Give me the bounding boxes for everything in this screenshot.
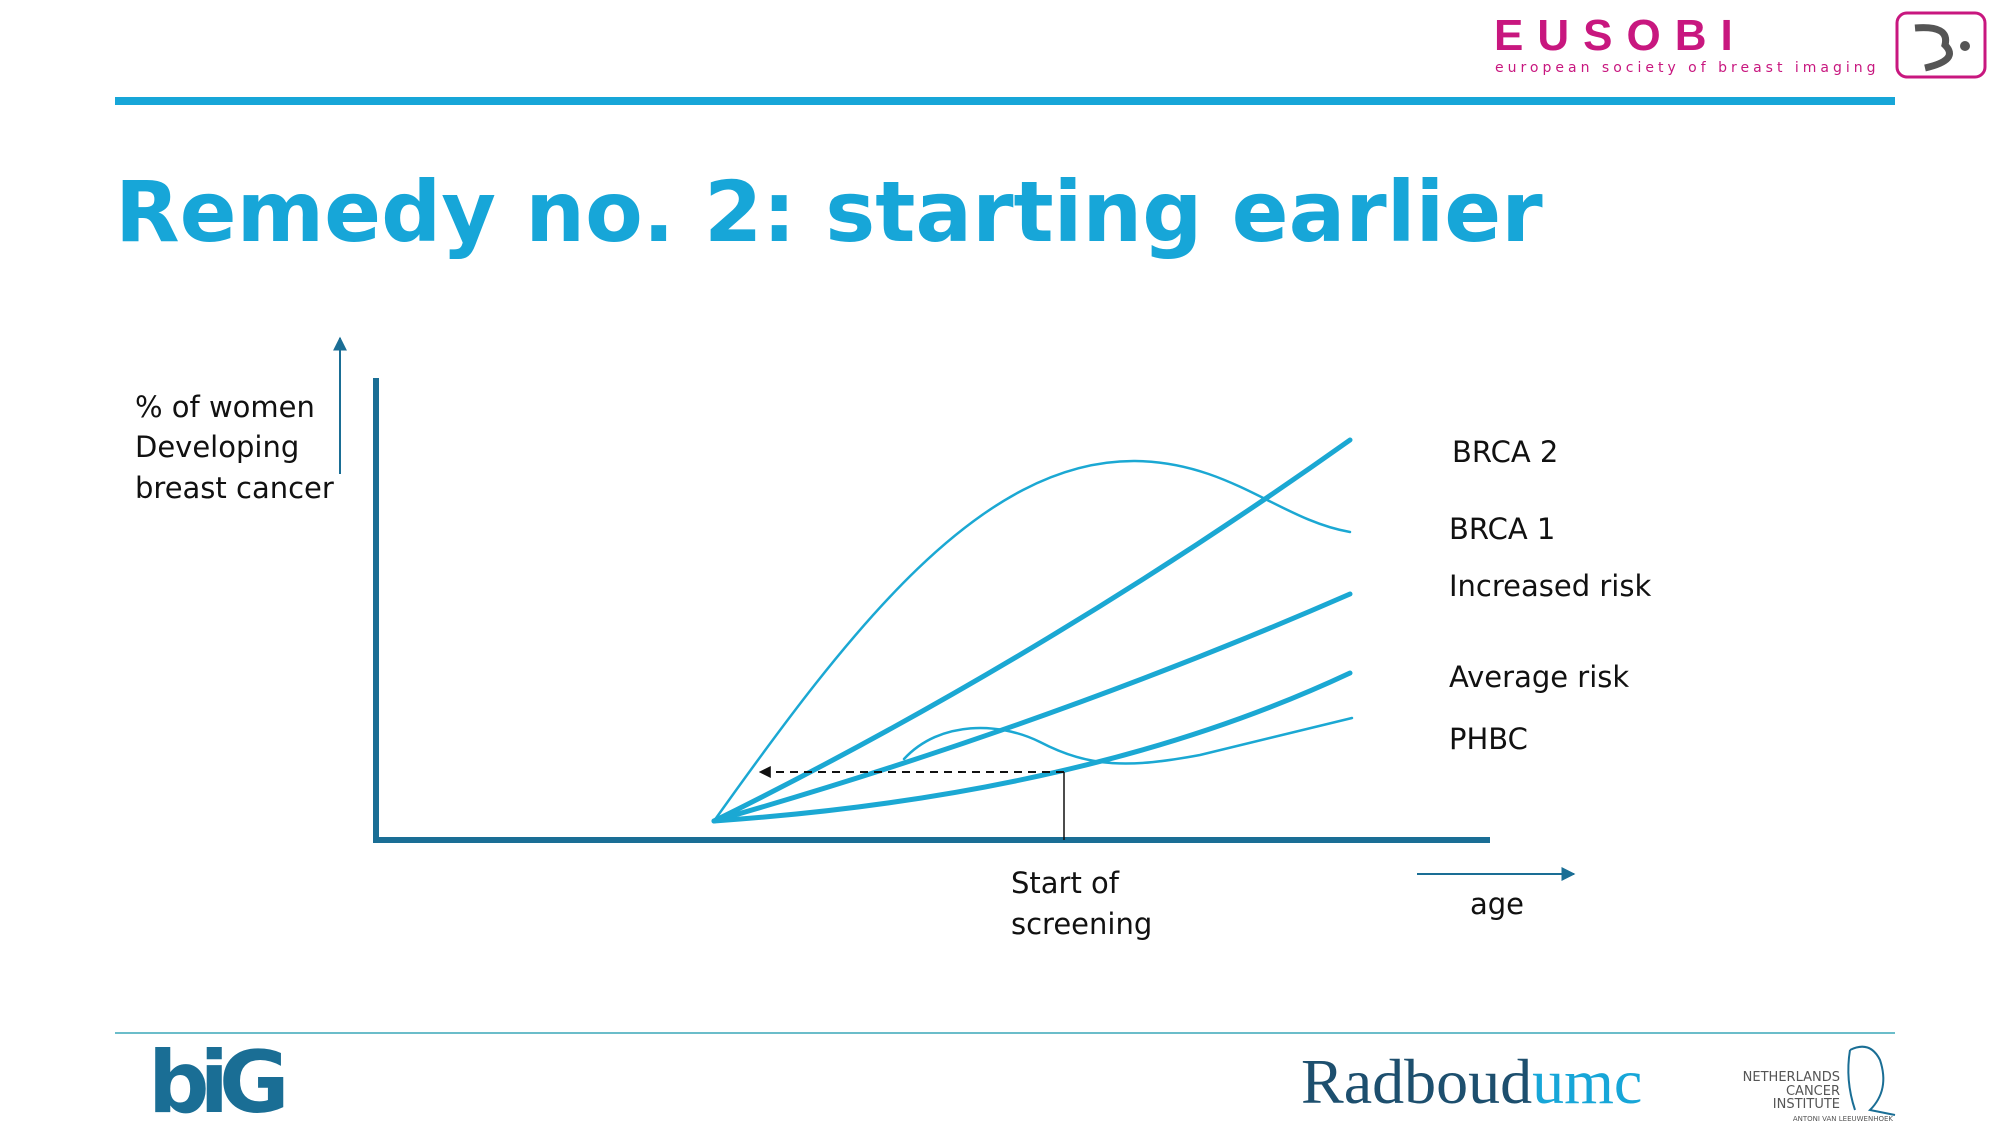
screening-label: Start of xyxy=(1011,866,1120,900)
umc-part: umc xyxy=(1532,1046,1642,1117)
eusobi-subtitle: european society of breast imaging xyxy=(1495,60,1880,76)
curve-label: BRCA 2 xyxy=(1452,435,1558,469)
x-label: age xyxy=(1470,887,1524,921)
big-logo: biG xyxy=(148,1033,284,1125)
nki-text: NETHERLANDS xyxy=(1743,1070,1840,1085)
curve-label: PHBC xyxy=(1449,722,1528,756)
y-label-line: breast cancer xyxy=(135,471,334,505)
radboud-part: Radboud xyxy=(1301,1046,1532,1117)
nki-text: ANTONI VAN LEEUWENHOEK xyxy=(1793,1115,1894,1123)
curve-label: BRCA 1 xyxy=(1449,512,1555,546)
eusobi-emblem xyxy=(1895,11,1987,79)
y-label-line: Developing xyxy=(135,430,299,464)
nki-text: INSTITUTE xyxy=(1773,1097,1840,1112)
eusobi-logo-text: EUSOBI xyxy=(1494,11,1747,60)
nki-emblem xyxy=(1847,1045,1896,1116)
average-risk-curve xyxy=(711,670,1353,824)
curve-label: Increased risk xyxy=(1449,569,1651,603)
nki-text: CANCER xyxy=(1786,1084,1840,1099)
phbc-curve xyxy=(902,716,1354,765)
eusobi-emblem-dot xyxy=(1960,41,1970,51)
screening-label: screening xyxy=(1011,907,1152,941)
brca1-curve xyxy=(712,459,1352,823)
curve-label: Average risk xyxy=(1449,660,1629,694)
y-label-line: % of women xyxy=(135,390,315,424)
radboud-logo: Radboudumc xyxy=(1301,1046,1642,1117)
brca2-curve xyxy=(711,437,1353,824)
header-rule xyxy=(115,97,1895,105)
increased-risk-curve xyxy=(711,591,1353,824)
slide-title: Remedy no. 2: starting earlier xyxy=(115,163,1543,261)
eusobi-emblem-mark xyxy=(1914,24,1953,72)
